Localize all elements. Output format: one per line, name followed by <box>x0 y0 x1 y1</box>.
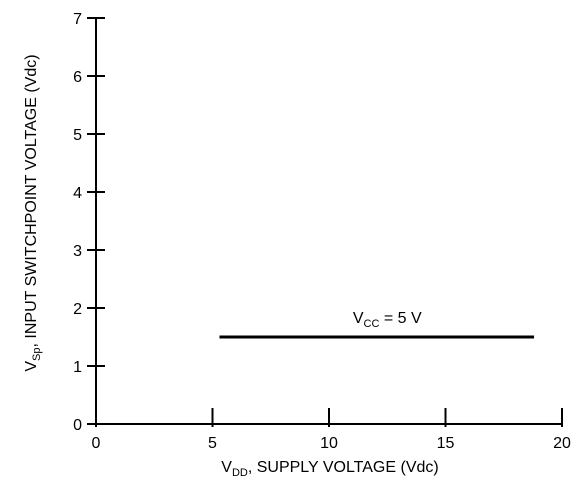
y-tick-label: 6 <box>73 69 82 86</box>
x-tick-label: 0 <box>92 435 101 452</box>
ticks: 0 1 2 3 4 5 6 7 0 5 10 15 20 <box>73 11 571 452</box>
y-tick-label: 2 <box>73 301 82 318</box>
axes <box>95 18 562 425</box>
y-tick-label: 3 <box>73 243 82 260</box>
x-axis-label: VDD, SUPPLY VOLTAGE (Vdc) <box>221 459 438 479</box>
y-tick-label: 1 <box>73 359 82 376</box>
x-tick-label: 5 <box>208 435 217 452</box>
y-tick-label: 5 <box>73 127 82 144</box>
y-tick-label: 7 <box>73 11 82 28</box>
y-axis-label: VSp, INPUT SWITCHPOINT VOLTAGE (Vdc) <box>23 54 43 371</box>
x-tick-label: 20 <box>553 435 571 452</box>
y-tick-label: 4 <box>73 185 82 202</box>
x-tick-label: 15 <box>437 435 455 452</box>
x-tick-label: 10 <box>320 435 338 452</box>
annotations: VCC = 5 V <box>353 310 422 330</box>
y-tick-label: 0 <box>73 417 82 434</box>
vcc-annotation: VCC = 5 V <box>353 310 422 330</box>
